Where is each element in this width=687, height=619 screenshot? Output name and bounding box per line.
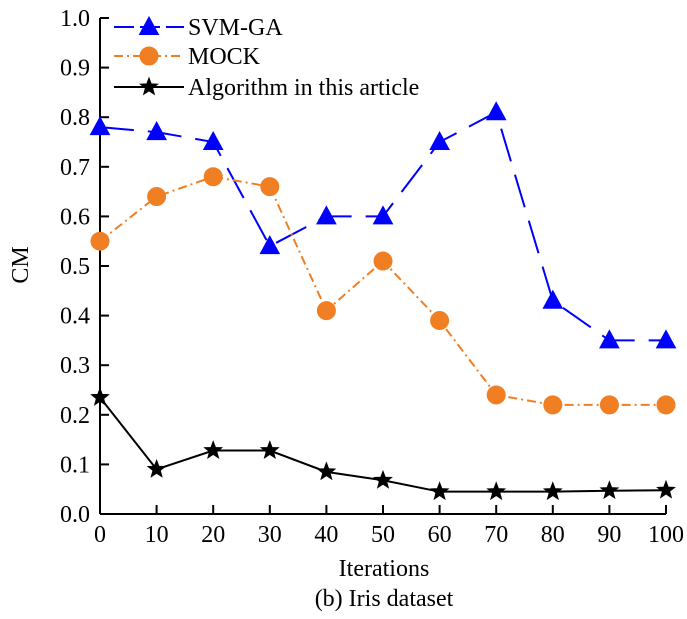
x-tick-label: 50 bbox=[371, 522, 395, 548]
data-point bbox=[542, 481, 563, 501]
y-tick-label: 0.4 bbox=[60, 304, 90, 330]
data-point bbox=[486, 481, 507, 501]
x-tick-label: 30 bbox=[258, 522, 282, 548]
data-point bbox=[202, 130, 224, 150]
x-tick-label: 10 bbox=[145, 522, 169, 548]
legend-marker bbox=[139, 46, 159, 66]
x-tick-label: 60 bbox=[428, 522, 452, 548]
y-tick-label: 0.8 bbox=[60, 105, 90, 131]
x-tick-label: 90 bbox=[597, 522, 621, 548]
data-point bbox=[372, 205, 394, 225]
data-point bbox=[316, 205, 337, 225]
series-2 bbox=[90, 387, 676, 501]
y-tick-label: 0.9 bbox=[60, 56, 90, 82]
data-point bbox=[543, 395, 563, 415]
data-point bbox=[373, 251, 393, 271]
y-tick-label: 0.0 bbox=[60, 502, 90, 528]
data-point bbox=[373, 469, 393, 489]
data-point bbox=[486, 385, 506, 405]
legend-marker bbox=[139, 76, 159, 96]
y-tick-label: 0.3 bbox=[60, 353, 90, 379]
legend-label: SVM-GA bbox=[188, 15, 283, 41]
data-point bbox=[656, 479, 676, 499]
axes: 0.0 0.1 0.2 0.3 0.4 0.5 0.6 0.7 0.8 0.9 1.0 0 10 20 30… bbox=[60, 6, 684, 548]
x-tick-label: 100 bbox=[648, 522, 684, 548]
data-point bbox=[89, 116, 111, 136]
series-1 bbox=[90, 167, 676, 415]
legend-label: MOCK bbox=[188, 44, 261, 70]
x-tick-label: 80 bbox=[541, 522, 565, 548]
data-point bbox=[599, 395, 619, 415]
x-tick-label: 40 bbox=[314, 522, 338, 548]
data-point bbox=[259, 235, 281, 255]
chart-title: (b) Iris dataset bbox=[315, 586, 454, 612]
data-point bbox=[599, 329, 620, 349]
data-point bbox=[599, 480, 620, 500]
data-point bbox=[430, 311, 450, 331]
data-point bbox=[147, 187, 167, 207]
y-tick-label: 0.5 bbox=[60, 254, 90, 280]
data-point bbox=[656, 395, 676, 415]
data-point bbox=[260, 177, 280, 197]
series-0 bbox=[89, 101, 677, 349]
series-line bbox=[99, 110, 666, 342]
data-point bbox=[90, 387, 110, 406]
x-axis-label: Iterations bbox=[339, 556, 430, 582]
legend: SVM-GA MOCK Algorithm in this article bbox=[114, 15, 419, 101]
data-point bbox=[146, 121, 167, 141]
data-point bbox=[316, 461, 337, 481]
y-tick-label: 0.1 bbox=[60, 452, 90, 478]
y-tick-label: 1.0 bbox=[60, 6, 90, 32]
y-tick-label: 0.6 bbox=[60, 204, 90, 230]
data-point bbox=[429, 130, 450, 150]
data-point bbox=[542, 289, 564, 309]
data-point bbox=[259, 440, 280, 459]
data-point bbox=[316, 301, 336, 321]
data-point bbox=[203, 167, 223, 187]
y-tick-label: 0.7 bbox=[60, 155, 90, 181]
data-point bbox=[429, 481, 450, 501]
data-point bbox=[655, 329, 677, 349]
x-tick-label: 70 bbox=[484, 522, 508, 548]
data-point bbox=[485, 101, 507, 121]
legend-marker bbox=[138, 15, 160, 35]
data-point bbox=[146, 458, 167, 478]
data-point bbox=[90, 231, 110, 251]
x-tick-label: 20 bbox=[201, 522, 225, 548]
y-axis-label: CM bbox=[8, 246, 34, 283]
y-tick-label: 0.2 bbox=[60, 403, 90, 429]
x-tick-label: 0 bbox=[94, 522, 106, 548]
plot-area bbox=[89, 101, 677, 501]
data-point bbox=[203, 440, 224, 459]
legend-label: Algorithm in this article bbox=[188, 75, 419, 101]
